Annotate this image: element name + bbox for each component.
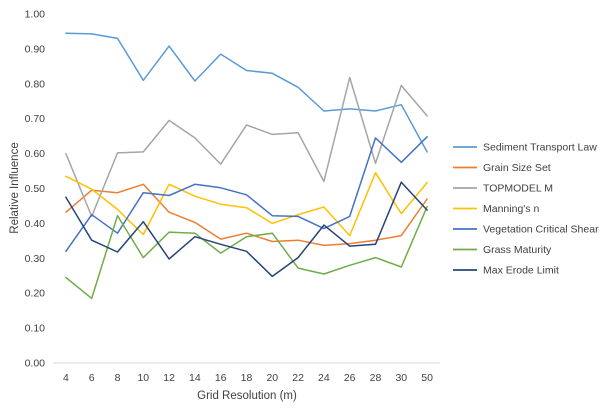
series-line-2: [65, 183, 428, 247]
y-tick-label: 0.90: [25, 43, 46, 55]
y-tick-label: 0.30: [25, 253, 46, 265]
legend-label: Grain Size Set: [483, 162, 551, 174]
legend-label: Max Erode Limit: [483, 265, 559, 277]
legend-label: Grass Maturity: [483, 244, 552, 256]
x-tick-label: 30: [395, 372, 407, 384]
x-tick-label: 6: [89, 372, 95, 384]
x-tick-label: 26: [344, 372, 356, 384]
legend-label: Sediment Transport Law: [483, 142, 597, 154]
y-axis-title: Relative Influence: [9, 142, 21, 233]
series-line-5: [65, 136, 428, 253]
x-tick-label: 24: [318, 372, 330, 384]
y-tick-label: 0.00: [25, 358, 46, 370]
x-tick-label: 50: [421, 372, 433, 384]
x-axis-title: Grid Resolution (m): [197, 390, 297, 402]
x-axis-ticks: 4 6 8 10 12 14 16 18 20 22 24 26 28 30 50: [63, 372, 433, 384]
y-axis-ticks: 0.00 0.10 0.20 0.30 0.40 0.50 0.60 0.70 0.80 0.90…: [25, 9, 46, 370]
x-tick-label: 4: [63, 372, 69, 384]
y-tick-label: 0.70: [25, 113, 46, 125]
legend-item: Max Erode Limit: [453, 265, 559, 277]
legend-item: Grass Maturity: [453, 244, 552, 256]
legend-item: Sediment Transport Law: [453, 142, 597, 154]
series-line-6: [65, 205, 428, 300]
legend-label: Manning's n: [483, 203, 539, 215]
legend: Sediment Transport Law Grain Size Set TOPM…: [453, 142, 599, 277]
y-tick-label: 0.10: [25, 323, 46, 335]
legend-item: TOPMODEL M: [453, 183, 553, 195]
series-lines: [65, 32, 428, 300]
x-tick-label: 20: [266, 372, 278, 384]
x-tick-label: 22: [292, 372, 304, 384]
legend-item: Manning's n: [453, 203, 539, 215]
y-tick-label: 0.20: [25, 288, 46, 300]
series-line-1: [65, 32, 428, 153]
x-tick-label: 12: [163, 372, 175, 384]
y-tick-label: 0.40: [25, 218, 46, 230]
y-tick-label: 1.00: [25, 9, 46, 21]
x-tick-label: 14: [189, 372, 201, 384]
x-tick-label: 28: [370, 372, 382, 384]
legend-item: Grain Size Set: [453, 162, 551, 174]
x-tick-label: 18: [241, 372, 253, 384]
series-line-7: [65, 181, 428, 278]
y-tick-label: 0.50: [25, 183, 46, 195]
x-tick-label: 8: [115, 372, 121, 384]
x-tick-label: 16: [215, 372, 227, 384]
x-tick-label: 10: [137, 372, 149, 384]
series-line-3: [65, 76, 428, 218]
legend-item: Vegetation Critical Shear: [453, 224, 599, 236]
legend-label: TOPMODEL M: [483, 183, 553, 195]
legend-label: Vegetation Critical Shear: [483, 224, 599, 236]
y-tick-label: 0.60: [25, 148, 46, 160]
y-tick-label: 0.80: [25, 78, 46, 90]
series-line-4: [65, 172, 428, 237]
